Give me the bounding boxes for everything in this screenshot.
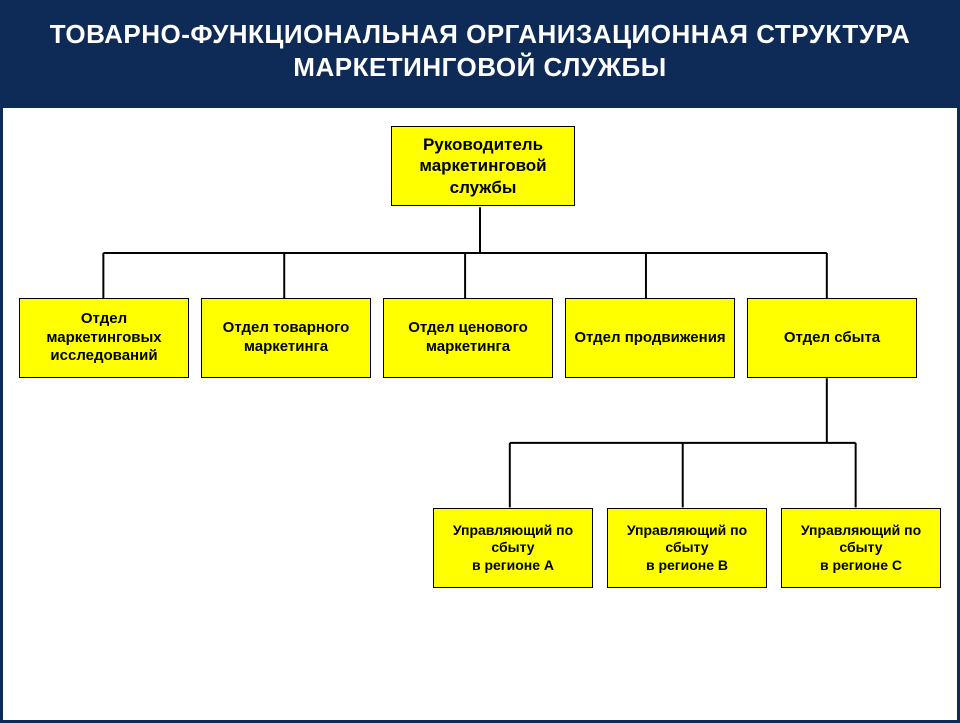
header: ТОВАРНО-ФУНКЦИОНАЛЬНАЯ ОРГАНИЗАЦИОННАЯ С…	[0, 0, 960, 108]
orgchart-node-r3: Управляющий по сбыту в регионе С	[781, 508, 941, 588]
orgchart-node-d3: Отдел ценового маркетинга	[383, 298, 553, 378]
orgchart-node-d5: Отдел сбыта	[747, 298, 917, 378]
page-title: ТОВАРНО-ФУНКЦИОНАЛЬНАЯ ОРГАНИЗАЦИОННАЯ С…	[30, 18, 930, 83]
orgchart-node-d4: Отдел продвижения	[565, 298, 735, 378]
orgchart-canvas: Руководитель маркетинговой службы Отдел м…	[0, 108, 960, 723]
orgchart-node-d2: Отдел товарного маркетинга	[201, 298, 371, 378]
orgchart-node-r1: Управляющий по сбыту в регионе А	[433, 508, 593, 588]
orgchart-node-r2: Управляющий по сбыту в регионе В	[607, 508, 767, 588]
orgchart-node-root: Руководитель маркетинговой службы	[391, 126, 575, 206]
orgchart-node-d1: Отдел маркетинговых исследований	[19, 298, 189, 378]
page: ТОВАРНО-ФУНКЦИОНАЛЬНАЯ ОРГАНИЗАЦИОННАЯ С…	[0, 0, 960, 720]
